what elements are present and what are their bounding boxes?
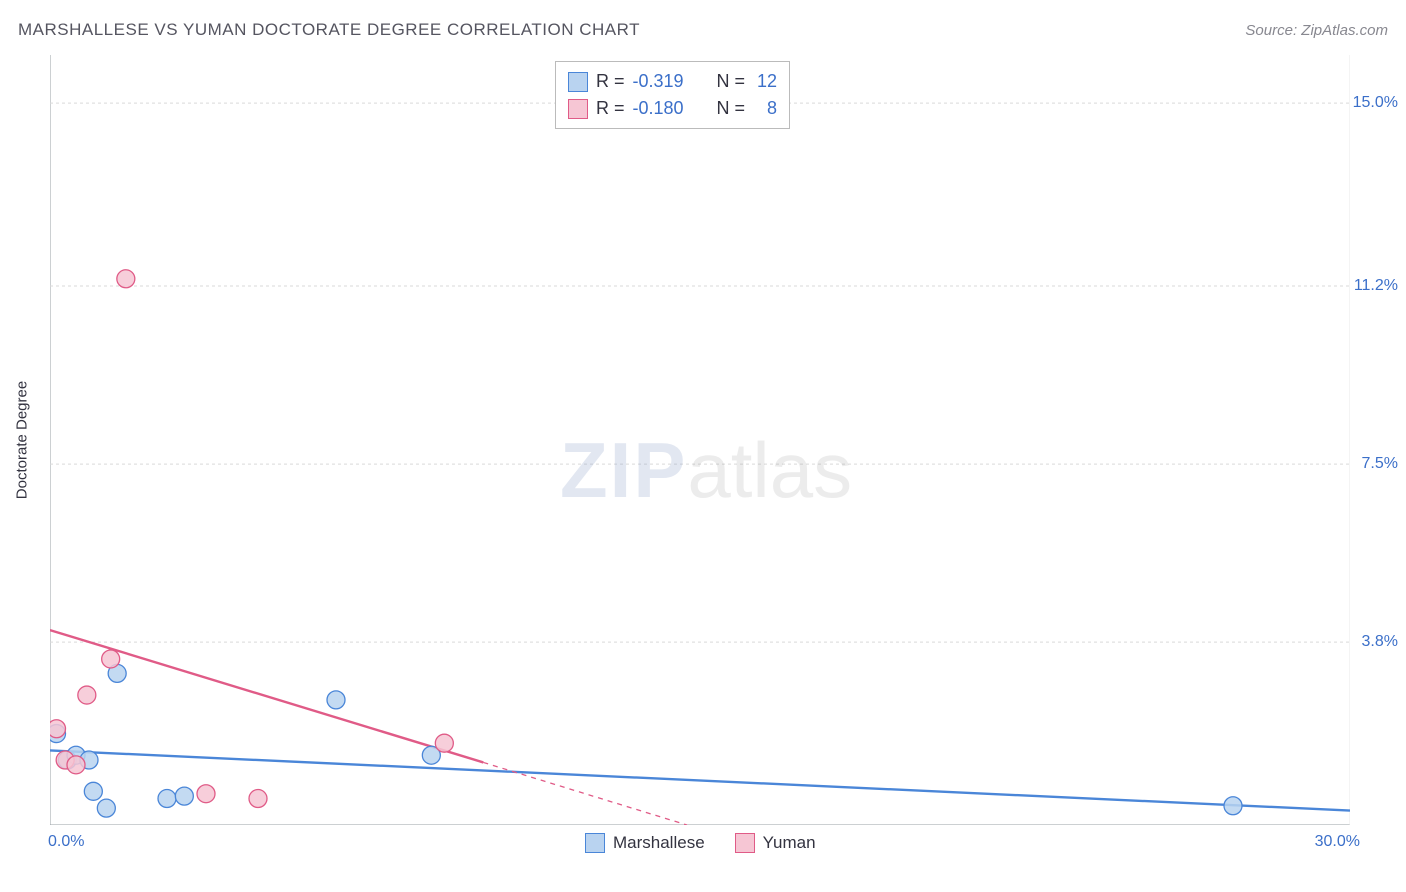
data-point — [97, 799, 115, 817]
stats-row: R = -0.180 N = 8 — [568, 95, 777, 122]
plot-svg — [50, 55, 1350, 825]
chart-area: ZIPatlas R = -0.319 N = 12R = -0.180 N =… — [50, 55, 1350, 825]
source-credit: Source: ZipAtlas.com — [1245, 22, 1388, 39]
series-swatch — [735, 833, 755, 853]
regression-line — [50, 750, 1350, 810]
series-swatch — [585, 833, 605, 853]
data-point — [435, 734, 453, 752]
regression-line — [50, 630, 483, 762]
stats-row: R = -0.319 N = 12 — [568, 68, 777, 95]
data-point — [102, 650, 120, 668]
data-point — [158, 790, 176, 808]
series-swatch — [568, 99, 588, 119]
y-tick-label: 11.2% — [1354, 277, 1398, 295]
x-max-label: 30.0% — [1315, 833, 1360, 851]
stats-legend-box: R = -0.319 N = 12R = -0.180 N = 8 — [555, 61, 790, 129]
legend-item: Yuman — [735, 833, 816, 853]
legend-item: Marshallese — [585, 833, 705, 853]
data-point — [50, 720, 66, 738]
series-legend: Marshallese Yuman — [585, 833, 816, 853]
source-name: ZipAtlas.com — [1301, 22, 1388, 39]
data-point — [117, 270, 135, 288]
series-swatch — [568, 72, 588, 92]
legend-label: Yuman — [763, 833, 816, 853]
y-tick-label: 15.0% — [1353, 94, 1398, 112]
data-point — [197, 785, 215, 803]
y-axis-label: Doctorate Degree — [14, 381, 31, 499]
y-tick-label: 3.8% — [1362, 633, 1398, 651]
data-point — [78, 686, 96, 704]
chart-header: MARSHALLESE VS YUMAN DOCTORATE DEGREE CO… — [18, 20, 1388, 40]
data-point — [175, 787, 193, 805]
chart-title: MARSHALLESE VS YUMAN DOCTORATE DEGREE CO… — [18, 20, 640, 40]
legend-label: Marshallese — [613, 833, 705, 853]
data-point — [84, 782, 102, 800]
y-tick-label: 7.5% — [1362, 455, 1398, 473]
data-point — [67, 756, 85, 774]
data-point — [327, 691, 345, 709]
x-min-label: 0.0% — [48, 833, 84, 851]
regression-line-ext — [483, 762, 687, 825]
source-prefix: Source: — [1245, 22, 1301, 39]
data-point — [249, 790, 267, 808]
data-point — [1224, 797, 1242, 815]
